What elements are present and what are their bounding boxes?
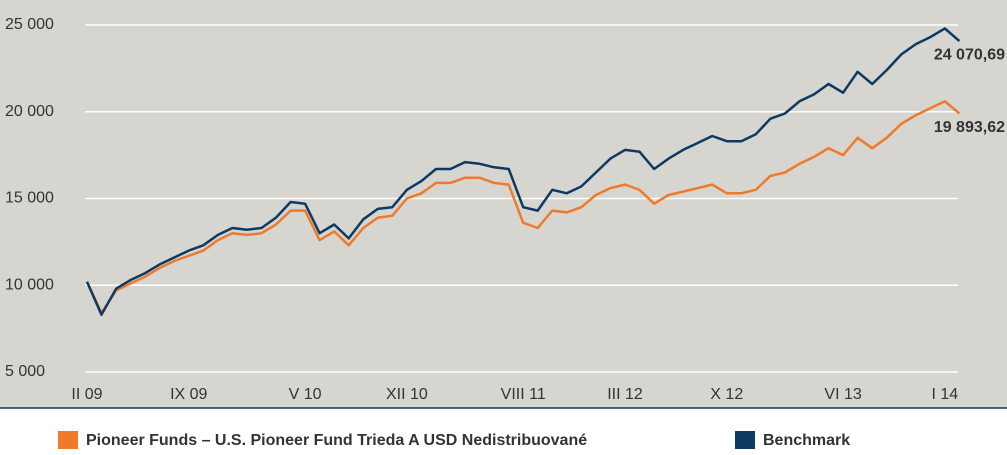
- legend-label: Benchmark: [763, 432, 850, 449]
- x-tick-label: VIII 11: [501, 386, 546, 403]
- legend-swatch: [58, 431, 78, 449]
- x-tick-label: IX 09: [170, 386, 207, 403]
- y-tick-label: 5 000: [5, 363, 45, 380]
- x-tick-label: III 12: [607, 386, 643, 403]
- x-tick-label: V 10: [289, 386, 322, 403]
- end-value-label: 24 070,69: [934, 46, 1005, 63]
- y-tick-label: 10 000: [5, 276, 54, 293]
- y-tick-label: 25 000: [5, 16, 54, 33]
- series-line: [85, 100, 961, 315]
- x-tick-label: XII 10: [386, 386, 428, 403]
- y-tick-label: 15 000: [5, 190, 54, 207]
- plot-background: [0, 0, 1007, 408]
- x-tick-label: X 12: [710, 386, 743, 403]
- end-value-label: 19 893,62: [934, 119, 1005, 136]
- x-tick-label: II 09: [71, 386, 102, 403]
- series-line: [85, 27, 961, 316]
- legend-swatch: [735, 431, 755, 449]
- y-tick-label: 20 000: [5, 103, 54, 120]
- x-tick-label: I 14: [932, 386, 959, 403]
- x-tick-label: VI 13: [824, 386, 861, 403]
- legend-label: Pioneer Funds – U.S. Pioneer Fund Trieda…: [86, 432, 587, 449]
